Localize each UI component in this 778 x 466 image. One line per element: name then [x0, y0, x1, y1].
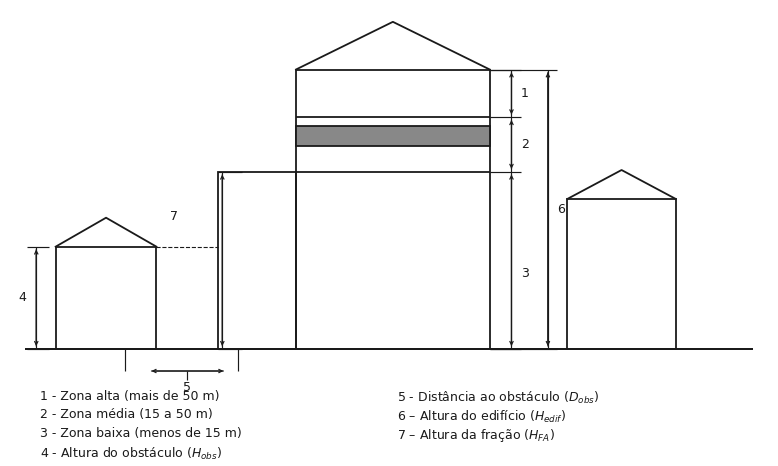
Bar: [296, 126, 490, 146]
Text: 3: 3: [520, 267, 529, 281]
Text: 5: 5: [184, 381, 191, 394]
Text: 2: 2: [520, 138, 529, 151]
Text: 7 – Altura da fração ($\mathit{H}_{FA}$): 7 – Altura da fração ($\mathit{H}_{FA}$): [397, 427, 555, 444]
Text: 5 - Distância ao obstáculo ($\mathit{D}_{obs}$): 5 - Distância ao obstáculo ($\mathit{D}_…: [397, 390, 599, 406]
Text: 4 - Altura do obstáculo ($\mathit{H}_{obs}$): 4 - Altura do obstáculo ($\mathit{H}_{ob…: [40, 446, 223, 462]
Text: 3 - Zona baixa (menos de 15 m): 3 - Zona baixa (menos de 15 m): [40, 427, 242, 440]
Bar: [56, 247, 156, 349]
Bar: [296, 69, 490, 349]
Text: 1: 1: [520, 87, 529, 100]
Text: 2 - Zona média (15 a 50 m): 2 - Zona média (15 a 50 m): [40, 409, 213, 421]
Text: 4: 4: [19, 291, 26, 304]
Text: 1 - Zona alta (mais de 50 m): 1 - Zona alta (mais de 50 m): [40, 390, 219, 403]
Bar: [567, 199, 676, 349]
Text: 7: 7: [170, 210, 178, 222]
Bar: [219, 172, 296, 349]
Text: 6 – Altura do edifício ($\mathit{H}_{edif}$): 6 – Altura do edifício ($\mathit{H}_{edi…: [397, 409, 566, 425]
Text: 6: 6: [557, 203, 565, 216]
